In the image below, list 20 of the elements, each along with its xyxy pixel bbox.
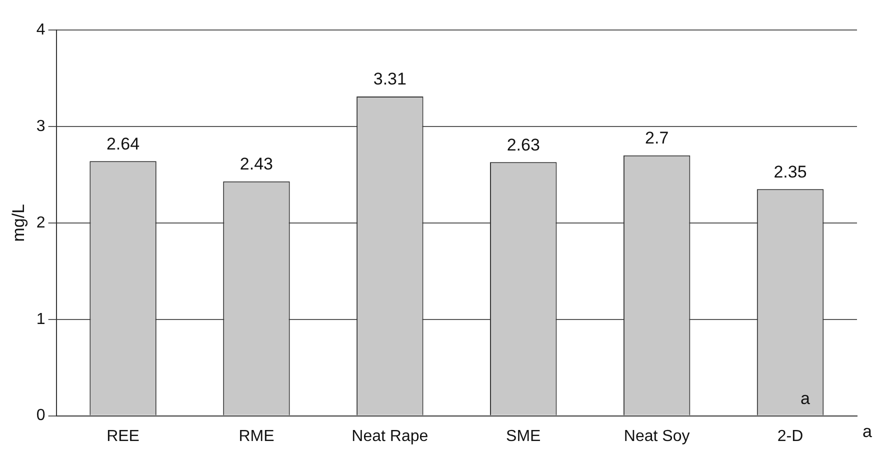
y-tick-label: 1 bbox=[36, 310, 46, 328]
data-label: 2.43 bbox=[240, 154, 274, 174]
x-tick-label: Neat Soy bbox=[624, 428, 690, 445]
x-tick-label: RME bbox=[238, 428, 274, 445]
data-label: 2.64 bbox=[106, 134, 140, 154]
y-tick-label: 4 bbox=[36, 21, 46, 38]
y-axis-title: mg/L bbox=[8, 204, 28, 242]
x-tick-label: Neat Rape bbox=[352, 428, 428, 445]
text: a bbox=[862, 422, 873, 441]
data-label: 2.63 bbox=[506, 135, 540, 154]
data-label: 2.7 bbox=[645, 128, 669, 148]
x-tick-label: SME bbox=[506, 428, 541, 445]
y-tick-label: 3 bbox=[36, 118, 46, 135]
annotation: a bbox=[800, 388, 811, 408]
data-label: 3.31 bbox=[373, 70, 406, 89]
y-tick-label: 0 bbox=[36, 407, 46, 424]
data-label: 2.35 bbox=[774, 162, 807, 182]
x-tick-label: 2-D bbox=[777, 428, 804, 445]
x-tick-label: REE bbox=[106, 428, 140, 445]
y-tick-label: 2 bbox=[36, 214, 46, 232]
